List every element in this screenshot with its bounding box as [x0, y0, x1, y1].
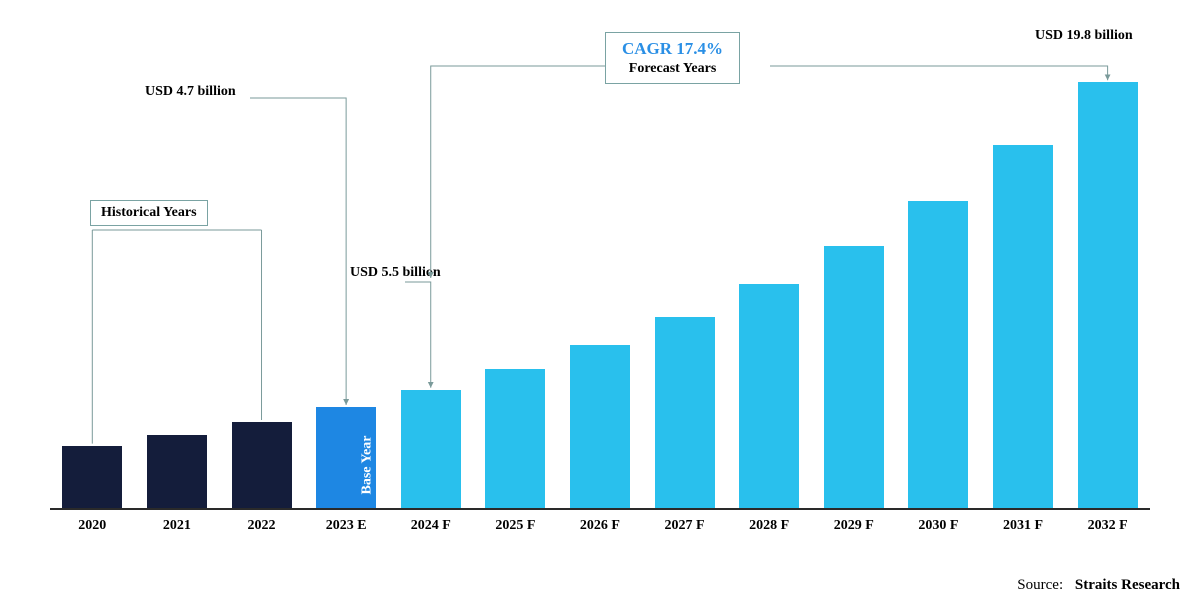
- bar: Base Year: [316, 407, 376, 508]
- bar: [1078, 82, 1138, 508]
- cagr-box: CAGR 17.4% Forecast Years: [605, 32, 740, 84]
- bar: [401, 390, 461, 508]
- source-label: Source:: [1017, 577, 1063, 593]
- x-axis-label: 2022: [248, 518, 276, 534]
- x-axis-label: 2027 F: [665, 518, 705, 534]
- x-axis-label: 2025 F: [495, 518, 535, 534]
- bar: [824, 246, 884, 508]
- bar-slot: 2029 F: [824, 246, 884, 508]
- bar-slot: 2028 F: [739, 284, 799, 508]
- bar-slot: 2031 F: [993, 145, 1053, 508]
- x-axis-label: 2028 F: [749, 518, 789, 534]
- bar: [232, 422, 292, 508]
- value-label-2032: USD 19.8 billion: [1035, 28, 1133, 44]
- x-axis-label: 2030 F: [918, 518, 958, 534]
- bar-slot: 2026 F: [570, 345, 630, 508]
- x-axis-label: 2031 F: [1003, 518, 1043, 534]
- bar-slot: 2027 F: [655, 317, 715, 508]
- x-axis-label: 2029 F: [834, 518, 874, 534]
- bar: [485, 369, 545, 508]
- x-axis-label: 2021: [163, 518, 191, 534]
- bar: [147, 435, 207, 508]
- base-year-label: Base Year: [360, 436, 376, 495]
- bars-container: 2020 2021 2022 Base Year2023 E 2024 F 2025 F 2…: [50, 78, 1150, 510]
- bar-slot: Base Year2023 E: [316, 407, 376, 508]
- chart-area: 202020212022Base Year2023 E2024 F2025 F2…: [50, 50, 1150, 550]
- bar-slot: 2022: [232, 422, 292, 508]
- bar: [993, 145, 1053, 508]
- bar-slot: 2020: [62, 446, 122, 508]
- cagr-subtitle: Forecast Years: [622, 61, 723, 77]
- bar-slot: 2021: [147, 435, 207, 508]
- bar: [739, 284, 799, 508]
- value-label-2024: USD 5.5 billion: [350, 265, 441, 281]
- x-axis-label: 2026 F: [580, 518, 620, 534]
- bar-slot: 2030 F: [908, 201, 968, 508]
- bar: [908, 201, 968, 508]
- value-label-2023: USD 4.7 billion: [145, 84, 236, 100]
- bar-slot: 2025 F: [485, 369, 545, 508]
- bar-slot: 2024 F: [401, 390, 461, 508]
- bar-slot: 2032 F: [1078, 82, 1138, 508]
- x-axis-label: 2032 F: [1088, 518, 1128, 534]
- bar: [570, 345, 630, 508]
- x-axis-label: 2024 F: [411, 518, 451, 534]
- bar: [655, 317, 715, 508]
- source-attribution: Source: Straits Research: [1017, 577, 1180, 594]
- x-axis-label: 2023 E: [326, 518, 367, 534]
- bar: [62, 446, 122, 508]
- cagr-title: CAGR 17.4%: [622, 39, 723, 59]
- x-axis-label: 2020: [78, 518, 106, 534]
- source-name: Straits Research: [1075, 577, 1180, 593]
- historical-years-box: Historical Years: [90, 200, 208, 226]
